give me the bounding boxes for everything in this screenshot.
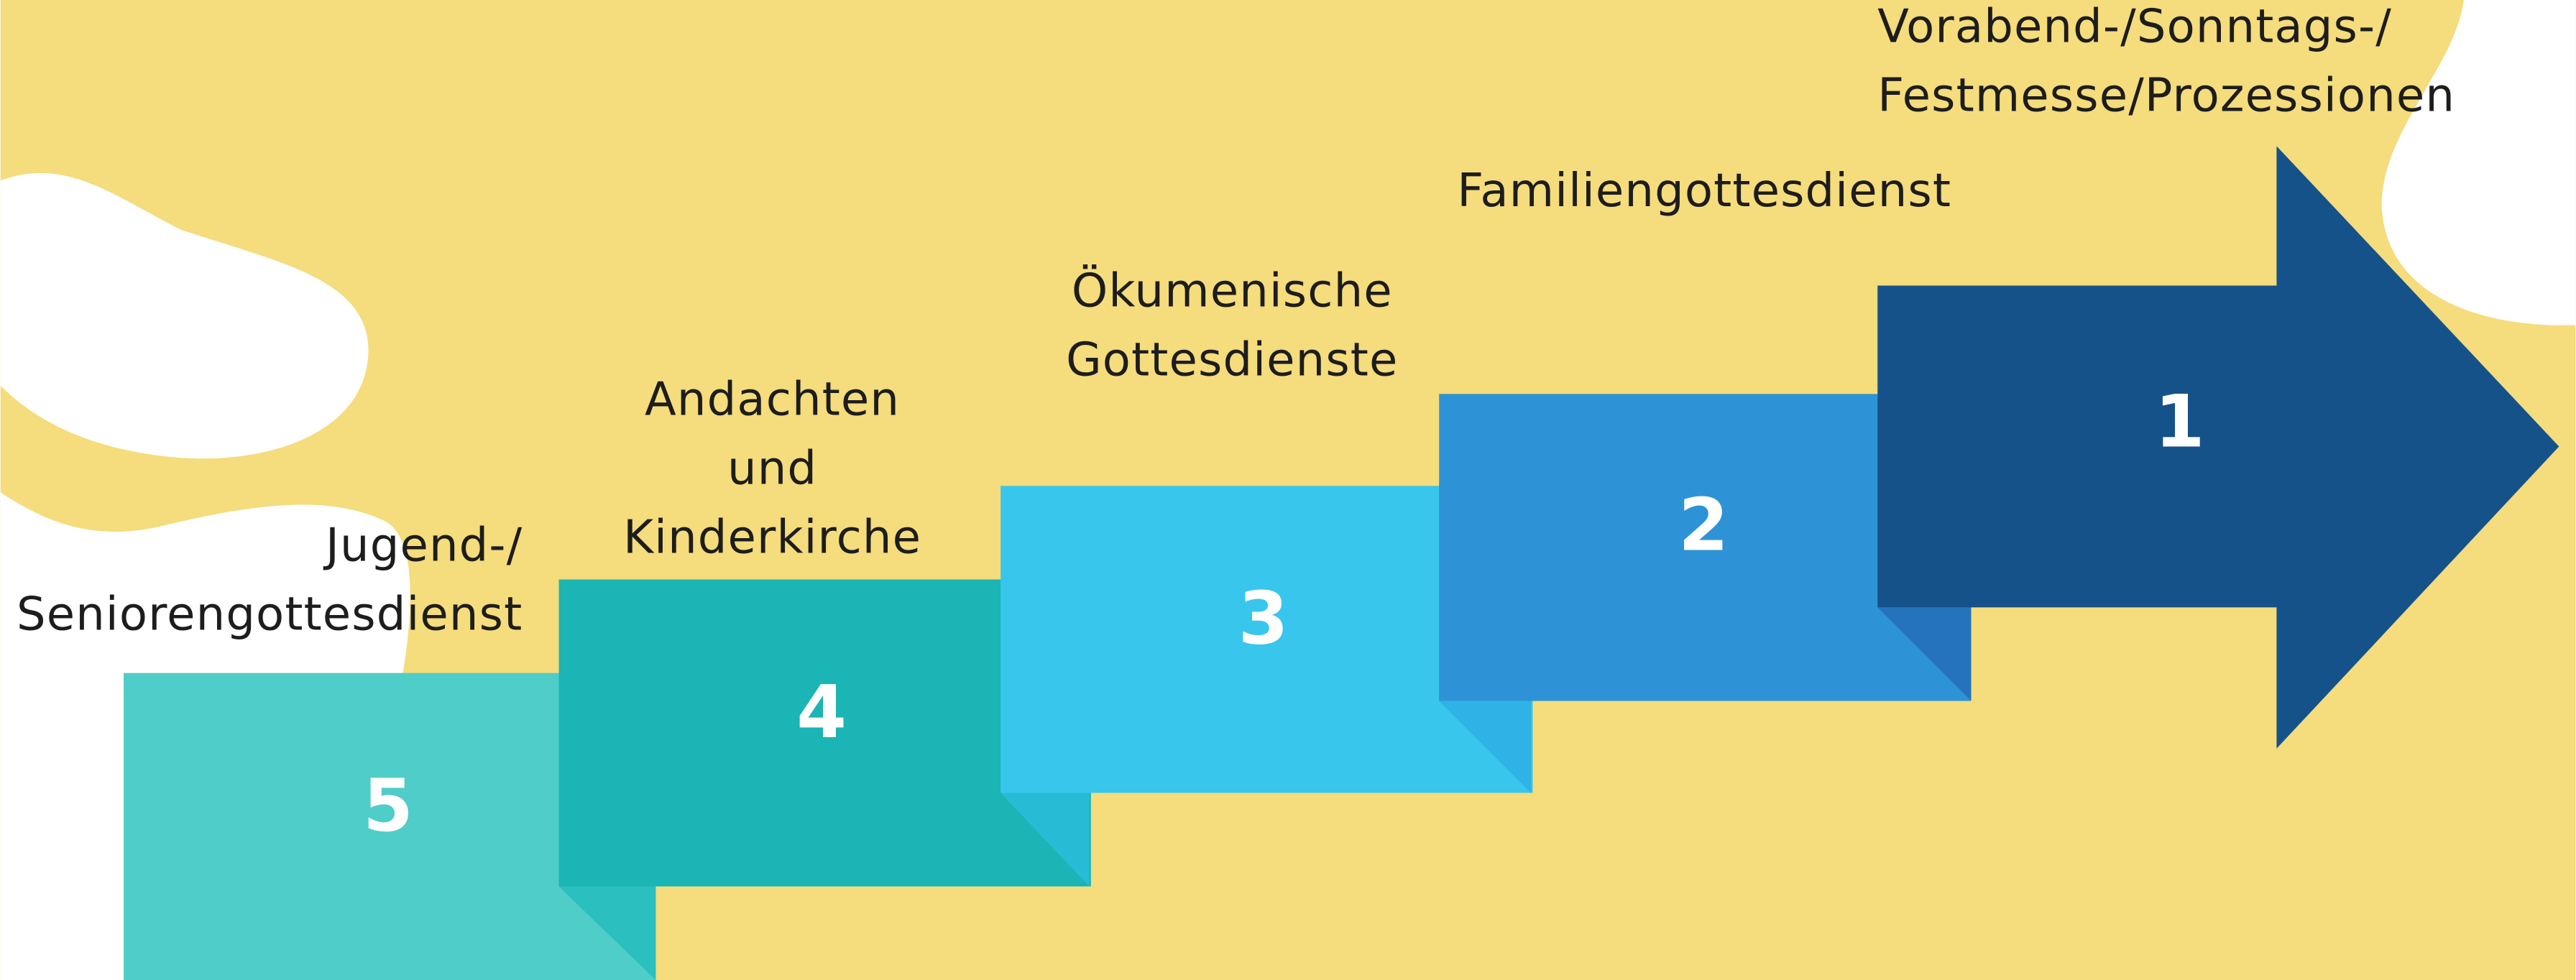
step-label: Festmesse/Prozessionen	[1877, 70, 2455, 123]
step-number: 1	[2155, 379, 2205, 463]
diagram: 1 2 3 4 5 Vorabend-/Sonntags-/ Festmesse…	[0, 0, 2576, 980]
page: {"steps": [ {"number": "1", "label": ["V…	[0, 0, 2576, 980]
step-label: Jugend-/	[323, 519, 523, 573]
step-number: 2	[1678, 483, 1729, 567]
step-number: 4	[796, 670, 847, 754]
step-label: Andachten	[645, 373, 900, 426]
step-label: Vorabend-/Sonntags-/	[1877, 1, 2392, 54]
step-number: 5	[363, 764, 413, 848]
step-label: und	[727, 442, 817, 495]
step-label: Kinderkirche	[623, 511, 921, 564]
step-label: Gottesdienste	[1066, 334, 1398, 387]
step-label: Familiengottesdienst	[1457, 165, 1951, 218]
step-label: Ökumenische	[1072, 264, 1393, 318]
step-label: Seniorengottesdienst	[17, 588, 523, 642]
step-number: 3	[1238, 577, 1289, 661]
